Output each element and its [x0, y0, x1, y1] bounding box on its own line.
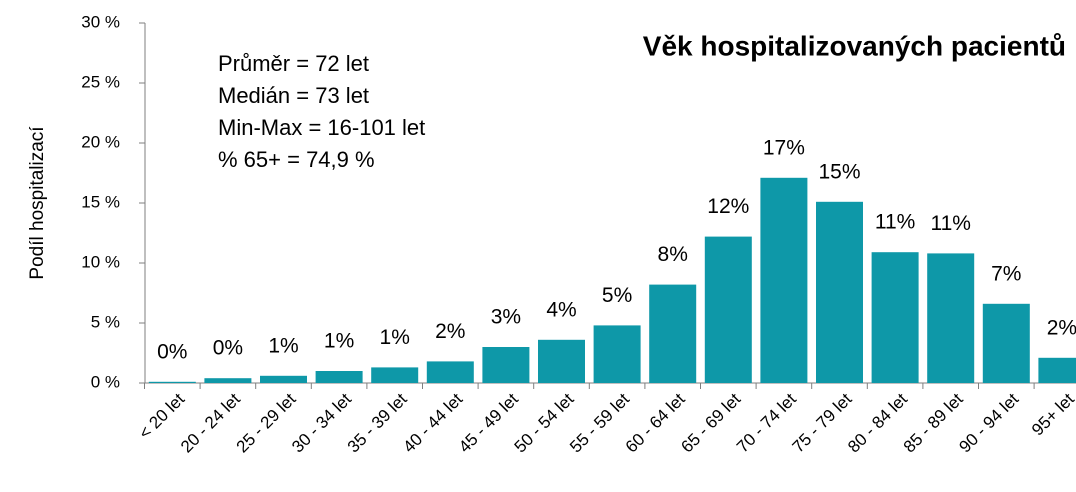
x-tick-label: 85 - 89 let [900, 389, 967, 456]
value-label: 2% [435, 320, 465, 343]
value-label: 5% [602, 284, 632, 307]
bar [315, 371, 363, 383]
bar [593, 325, 641, 383]
chart-title: Věk hospitalizovaných pacientů [643, 30, 1066, 61]
value-label: 1% [324, 330, 354, 353]
value-label: 2% [1047, 316, 1076, 339]
value-label: 11% [930, 212, 970, 235]
x-tick-label: 25 - 29 let [233, 389, 300, 456]
annotation: Průměr = 72 let [218, 51, 369, 76]
bar [927, 253, 975, 383]
x-tick-label: 90 - 94 let [955, 389, 1022, 456]
value-label: 0% [157, 340, 187, 363]
value-label: 15% [818, 160, 860, 183]
value-label: 3% [491, 306, 521, 329]
x-tick-label: 70 - 74 let [733, 389, 800, 456]
y-axis-label: Podíl hospitalizací [27, 126, 48, 280]
y-tick-label: 30 % [81, 12, 120, 31]
y-tick-label: 10 % [81, 252, 120, 271]
bar [982, 303, 1030, 383]
value-label: 1% [268, 334, 298, 357]
bar [760, 177, 808, 383]
value-label: 12% [707, 195, 749, 218]
annotation: % 65+ = 74,9 % [218, 147, 375, 172]
bar [260, 375, 307, 383]
x-tick-label: 35 - 39 let [344, 389, 411, 456]
value-label: 1% [380, 326, 410, 349]
annotation: Min-Max = 16-101 let [218, 115, 425, 140]
bar [426, 361, 474, 383]
y-tick-label: 25 % [81, 72, 120, 91]
bar [538, 339, 585, 383]
x-tick-label: 30 - 34 let [288, 389, 355, 456]
x-tick-label: < 20 let [135, 389, 188, 442]
value-label: 0% [213, 337, 243, 360]
x-tick-label: 95+ let [1028, 389, 1076, 439]
x-tick-label: 80 - 84 let [844, 389, 911, 456]
bar [148, 381, 196, 383]
value-label: 8% [658, 243, 688, 266]
x-tick-label: 75 - 79 let [789, 389, 856, 456]
annotation: Medián = 73 let [218, 83, 369, 108]
x-tick-label: 60 - 64 let [622, 389, 689, 456]
y-tick-label: 20 % [81, 132, 120, 151]
y-tick-label: 5 % [91, 312, 120, 331]
bar [871, 252, 919, 383]
x-tick-label: 65 - 69 let [677, 389, 744, 456]
y-tick-label: 15 % [81, 192, 120, 211]
x-tick-label: 20 - 24 let [177, 389, 244, 456]
x-tick-label: 40 - 44 let [399, 389, 466, 456]
x-tick-label: 55 - 59 let [566, 389, 633, 456]
bar [649, 284, 697, 383]
bar [816, 201, 863, 383]
y-tick-label: 0 % [91, 372, 120, 391]
value-label: 4% [546, 298, 576, 321]
bar [704, 236, 752, 383]
x-tick-label: 45 - 49 let [455, 389, 522, 456]
bar [204, 378, 252, 383]
value-label: 17% [763, 136, 805, 159]
value-label: 11% [875, 211, 915, 234]
bar [371, 367, 419, 383]
x-tick-label: 50 - 54 let [511, 389, 578, 456]
value-label: 7% [991, 262, 1021, 285]
bar [1038, 357, 1076, 383]
bar [482, 347, 530, 383]
